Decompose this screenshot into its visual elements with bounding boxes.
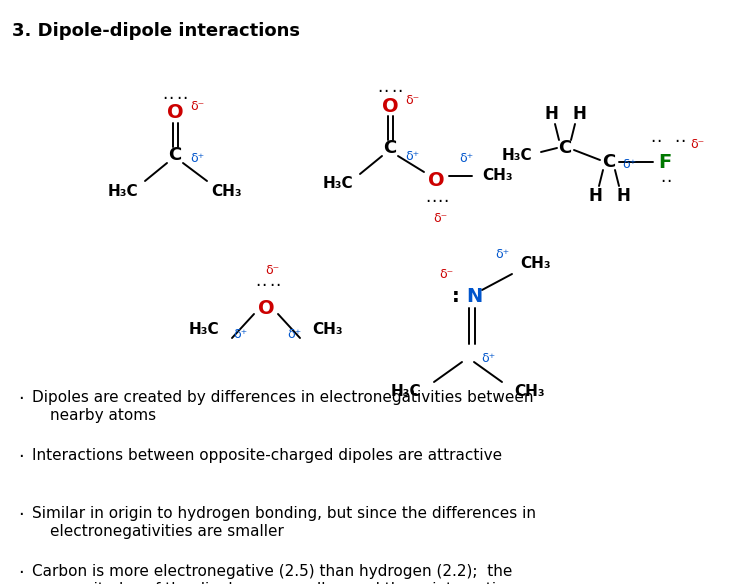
Text: ·: · [432,193,437,211]
Text: O: O [428,171,444,189]
Text: C: C [603,153,616,171]
Text: H₃C: H₃C [108,183,138,199]
Text: Similar in origin to hydrogen bonding, but since the differences in: Similar in origin to hydrogen bonding, b… [32,506,536,521]
Text: δ⁻: δ⁻ [690,137,704,151]
Text: C: C [168,146,181,164]
Text: H: H [616,187,630,205]
Text: δ⁺: δ⁺ [190,152,204,165]
Text: H: H [544,105,558,123]
Text: ·: · [377,83,382,101]
Text: CH₃: CH₃ [211,183,242,199]
Text: δ⁺: δ⁺ [495,248,509,260]
Text: δ⁺: δ⁺ [481,352,495,364]
Text: O: O [167,103,184,123]
Text: ·: · [650,133,655,151]
Text: δ⁻: δ⁻ [433,211,447,224]
Text: ·: · [255,277,261,295]
Text: CH₃: CH₃ [520,256,551,272]
Text: O: O [382,96,399,116]
Text: H₃C: H₃C [189,322,219,338]
Text: F: F [658,152,672,172]
Text: δ⁺: δ⁺ [233,328,247,340]
Text: ·: · [261,277,266,295]
Text: δ⁺: δ⁺ [405,150,419,162]
Text: N: N [466,287,482,305]
Text: δ⁻: δ⁻ [439,267,453,280]
Text: 3. Dipole-dipole interactions: 3. Dipole-dipole interactions [12,22,300,40]
Text: C: C [383,139,396,157]
Text: Interactions between opposite-charged dipoles are attractive: Interactions between opposite-charged di… [32,448,502,463]
Text: ·: · [18,564,23,582]
Text: Dipoles are created by differences in electronegativities between: Dipoles are created by differences in el… [32,390,534,405]
Text: CH₃: CH₃ [515,384,545,399]
Text: H₃C: H₃C [323,176,353,192]
Text: ·: · [168,90,174,108]
Text: ·: · [383,83,388,101]
Text: ·: · [275,277,280,295]
Text: δ⁺: δ⁺ [287,328,301,340]
Text: ·: · [176,90,181,108]
Text: electronegativities are smaller: electronegativities are smaller [50,524,284,539]
Text: H: H [588,187,602,205]
Text: nearby atoms: nearby atoms [50,408,156,423]
Text: H: H [572,105,586,123]
Text: ·: · [18,506,23,524]
Text: magnitudes of the dipoles are smaller, and these interactions are: magnitudes of the dipoles are smaller, a… [50,582,553,584]
Text: H₃C: H₃C [390,384,421,399]
Text: Carbon is more electronegative (2.5) than hydrogen (2.2);  the: Carbon is more electronegative (2.5) tha… [32,564,512,579]
Text: ·: · [182,90,188,108]
Text: ·: · [426,193,431,211]
Text: H₃C: H₃C [501,148,532,164]
Text: δ⁺: δ⁺ [459,151,473,165]
Text: CH₃: CH₃ [313,322,344,338]
Text: ·: · [680,133,686,151]
Text: ·: · [18,390,23,408]
Text: ·: · [391,83,396,101]
Text: ·: · [18,448,23,466]
Text: C: C [559,139,572,157]
Text: δ⁻: δ⁻ [405,93,419,106]
Text: ·: · [397,83,403,101]
Text: ·: · [661,173,666,191]
Text: ·: · [666,173,672,191]
Text: δ⁻: δ⁻ [265,263,279,276]
Text: O: O [258,298,275,318]
Text: ·: · [675,133,680,151]
Text: δ⁺: δ⁺ [622,158,636,171]
Text: ·: · [443,193,448,211]
Text: ·: · [162,90,167,108]
Text: ·: · [269,277,275,295]
Text: ·: · [656,133,661,151]
Text: ·: · [437,193,443,211]
Text: δ⁻: δ⁻ [190,100,204,113]
Text: CH₃: CH₃ [483,169,513,183]
Text: :: : [452,287,460,305]
